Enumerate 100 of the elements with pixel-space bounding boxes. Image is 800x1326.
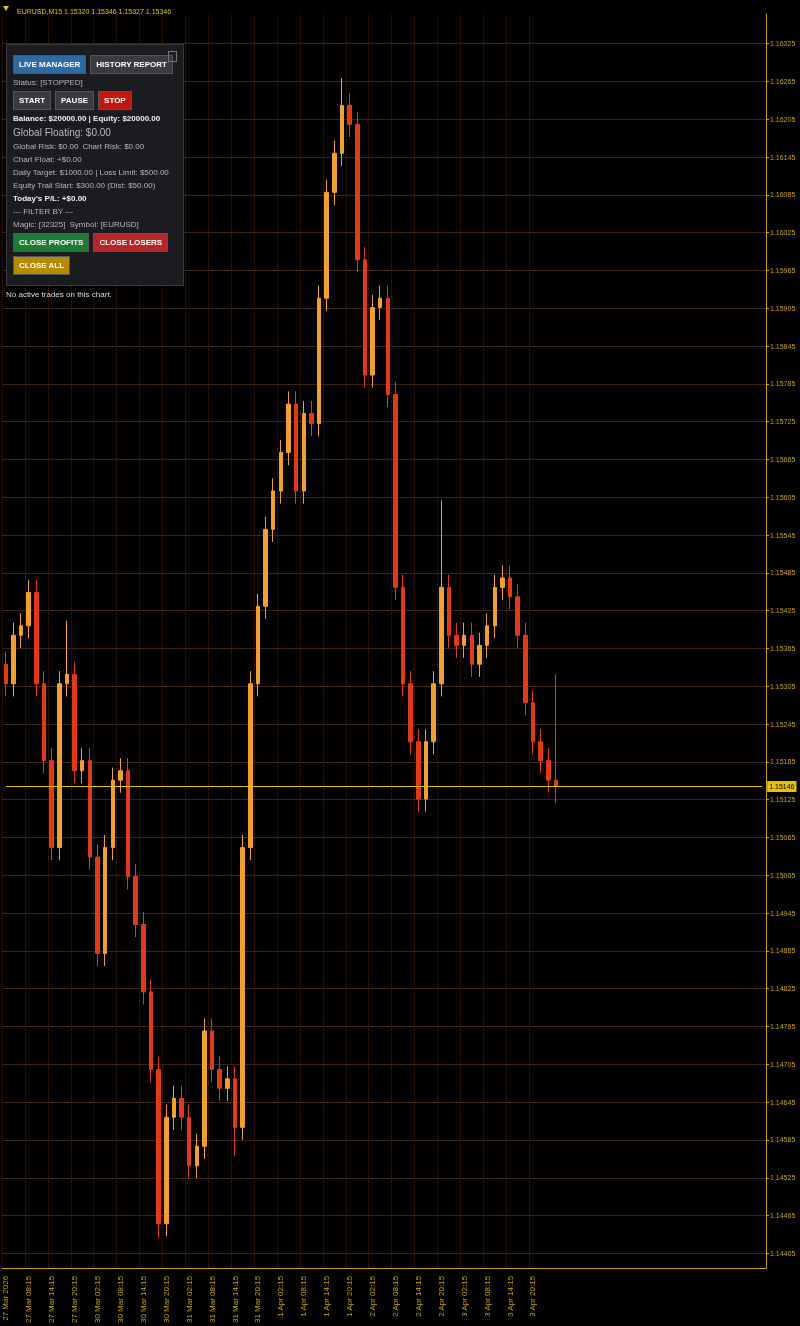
candlestick [431, 670, 436, 755]
x-tick-label: 3 Apr 14:15 [505, 1275, 515, 1317]
candlestick [57, 670, 62, 861]
candlestick [26, 579, 31, 639]
candlestick [172, 1085, 176, 1131]
candlestick [4, 651, 8, 697]
x-tick-label: 2 Apr 08:15 [390, 1275, 400, 1317]
candlestick [523, 622, 528, 716]
candlestick [72, 661, 77, 784]
x-tick-label: 1 Apr 02:15 [276, 1275, 286, 1317]
candlestick [401, 574, 405, 697]
candlestick [470, 622, 474, 678]
candlestick [11, 622, 16, 697]
candlestick [217, 1056, 222, 1102]
candlestick [538, 728, 543, 774]
x-tick-label: 31 Mar 20:15 [253, 1275, 263, 1323]
candlestick [416, 728, 421, 813]
candlestick [80, 747, 84, 784]
x-tick-label: 31 Mar 02:15 [184, 1275, 194, 1323]
annotation: --- FILTER BY --- [13, 207, 74, 216]
candlestick [477, 632, 482, 678]
button[interactable]: PAUSE [55, 91, 95, 110]
candlestick [500, 564, 505, 601]
candlestick [187, 1104, 191, 1179]
candlestick [19, 612, 23, 649]
button[interactable]: LIVE MANAGER [13, 55, 87, 74]
button[interactable]: STOP [98, 91, 132, 110]
x-tick-label: 27 Mar 20:15 [70, 1275, 80, 1323]
candlestick [141, 911, 146, 1005]
candlestick [462, 622, 466, 659]
candlestick [126, 757, 130, 890]
button[interactable]: CLOSE LOSERS [93, 233, 169, 252]
candlestick [202, 1017, 207, 1160]
candlestick [309, 400, 314, 437]
x-tick-label: 2 Apr 02:15 [368, 1275, 378, 1317]
x-tick-label: 2 Apr 14:15 [413, 1275, 423, 1317]
candlestick [256, 593, 260, 697]
x-tick-label: 3 Apr 20:15 [528, 1275, 538, 1317]
candlestick [49, 747, 54, 861]
candlestick [149, 978, 153, 1083]
x-tick-label: 27 Mar 14:15 [47, 1275, 57, 1323]
x-tick-label: 2 Apr 20:15 [436, 1275, 446, 1317]
button[interactable]: HISTORY REPORT [90, 55, 173, 74]
candlestick [225, 1065, 230, 1102]
candlestick [447, 574, 451, 649]
candlestick [111, 767, 115, 861]
candlestick [65, 620, 69, 697]
x-tick-label: 3 Apr 08:15 [482, 1275, 492, 1317]
candlestick [240, 834, 245, 1141]
x-tick-label: 27 Mar 2026 [1, 1275, 11, 1321]
x-tick-label: 30 Mar 14:15 [138, 1275, 148, 1323]
candlestick [332, 140, 337, 206]
candlestick [554, 673, 558, 804]
candlestick [439, 499, 444, 697]
candlestick [340, 77, 344, 167]
annotation: Daily Target: $1000.00 | Loss Limit: $500.00 [13, 168, 169, 177]
candlestick [370, 294, 375, 389]
candlestick [386, 285, 390, 408]
annotation: Chart Risk: $0.00 [82, 142, 145, 151]
candlestick [493, 574, 497, 639]
x-tick-label: 1 Apr 20:15 [345, 1275, 355, 1317]
candlestick [363, 246, 367, 389]
candlestick [546, 747, 551, 794]
annotation: Today's P/L: +$0.00 [13, 194, 87, 203]
candlestick [34, 579, 39, 697]
candlestick [324, 179, 329, 312]
x-tick-label: 30 Mar 02:15 [93, 1275, 102, 1323]
x-tick-label: 1 Apr 08:15 [299, 1275, 309, 1317]
candlestick [42, 670, 46, 774]
candlestick [294, 390, 298, 505]
candlestick [286, 390, 291, 466]
x-tick-label: 27 Mar 08:15 [24, 1275, 34, 1323]
candlestick [210, 1017, 214, 1083]
candlestick [485, 612, 489, 659]
x-tick-label: 1 Apr 14:15 [322, 1275, 332, 1317]
candlestick [347, 92, 352, 138]
annotation: No active trades on this chart. [6, 290, 112, 299]
x-tick-label: 30 Mar 20:15 [161, 1275, 171, 1323]
candlestick [508, 564, 512, 610]
annotation: Balance: $20000.00 | Equity: $20000.00 [13, 114, 161, 123]
candlestick [164, 1104, 169, 1237]
candlestick [531, 689, 535, 755]
candlestick [233, 1065, 237, 1157]
annotation: Status: [STOPPED] [13, 78, 83, 87]
button[interactable]: CLOSE PROFITS [13, 233, 90, 252]
candlestick [179, 1085, 184, 1131]
candlestick [378, 285, 382, 321]
annotation: Chart Float: +$0.00 [13, 155, 82, 164]
x-tick-label: 30 Mar 08:15 [115, 1275, 125, 1323]
button[interactable]: START [13, 91, 52, 110]
candlestick [263, 516, 268, 620]
candlestick [103, 834, 107, 967]
x-tick-label: 3 Apr 02:15 [459, 1275, 469, 1317]
annotation: Equity Trail Start: $300.00 (Dist: $50.00) [13, 181, 156, 190]
candlestick [317, 285, 321, 437]
annotation: Symbol: [EURUSD] [69, 220, 139, 229]
annotation: Global Floating: $0.00 [13, 127, 111, 138]
candlestick [424, 728, 428, 813]
candlestick [279, 439, 283, 505]
candlestick [156, 1056, 161, 1239]
